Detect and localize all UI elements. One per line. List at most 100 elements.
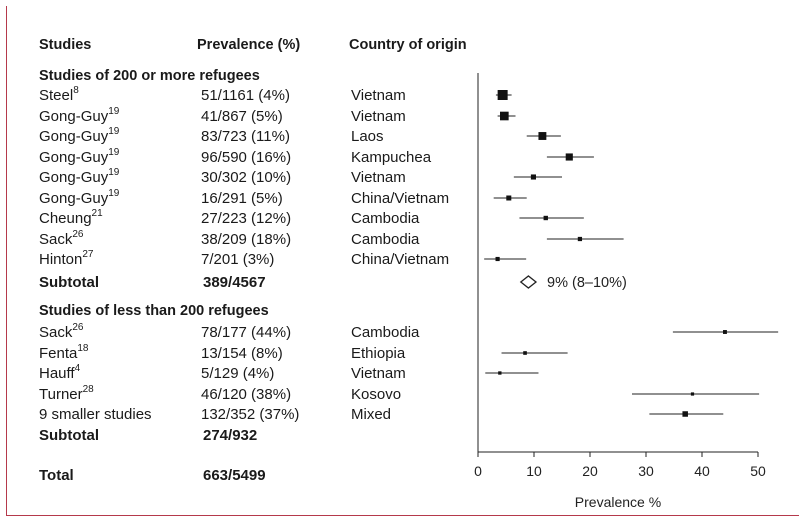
study-name: Gong-Guy19 (39, 167, 120, 187)
country-value: Cambodia (351, 231, 420, 248)
country-value: Ethiopia (351, 345, 406, 362)
prevalence-value: 30/302 (10%) (201, 169, 292, 186)
study-label: Cheung (39, 210, 92, 227)
reference-number: 19 (108, 167, 120, 178)
point-estimate (506, 195, 512, 201)
study-label: Steel (39, 87, 74, 104)
country-value: Vietnam (351, 169, 406, 186)
study-label: Hauff (39, 365, 75, 382)
study-name: Gong-Guy19 (39, 126, 120, 146)
country-value: Vietnam (351, 108, 406, 125)
prevalence-value: 96/590 (16%) (201, 149, 292, 166)
country-value: Kosovo (351, 386, 402, 403)
reference-number: 21 (91, 208, 103, 219)
point-estimate (499, 111, 509, 121)
study-name: Gong-Guy19 (39, 106, 120, 126)
reference-number: 19 (108, 147, 120, 158)
prevalence-value: 83/723 (11%) (201, 128, 290, 145)
reference-number: 27 (82, 249, 94, 260)
study-name: Steel8 (39, 85, 79, 105)
study-name: Hauff4 (39, 363, 81, 383)
study-name: 9 smaller studies (39, 406, 152, 424)
point-estimate (498, 371, 502, 375)
x-tick-label: 30 (638, 463, 654, 479)
reference-number: 19 (108, 126, 120, 137)
pooled-diamond (519, 275, 538, 289)
prevalence-value: 41/867 (5%) (201, 108, 283, 125)
country-value: Cambodia (351, 324, 420, 341)
study-name: Gong-Guy19 (39, 188, 120, 208)
country-value: Vietnam (351, 87, 406, 104)
country-value: China/Vietnam (351, 190, 450, 207)
reference-number: 28 (82, 384, 94, 395)
study-label: Sack (39, 231, 73, 248)
study-label: Turner (39, 386, 83, 403)
x-tick-label: 0 (474, 463, 482, 479)
study-label: 9 smaller studies (39, 406, 152, 423)
point-estimate (543, 215, 548, 221)
point-estimate (497, 90, 508, 100)
study-name: Cheung21 (39, 208, 103, 228)
prevalence-value: 16/291 (5%) (201, 190, 283, 207)
total-value: 663/5499 (203, 467, 266, 484)
prevalence-value: 78/177 (44%) (201, 324, 292, 341)
header-studies: Studies (39, 37, 92, 53)
reference-number: 8 (73, 85, 79, 96)
x-tick-label: 20 (582, 463, 598, 479)
figure-frame (6, 6, 799, 516)
point-estimate (577, 236, 583, 242)
subtotal-value-small: 274/932 (203, 427, 258, 444)
study-label: Hinton (39, 251, 83, 268)
pooled-label: 9% (8–10%) (547, 275, 627, 291)
prevalence-value: 27/223 (12%) (201, 210, 292, 227)
prevalence-value: 38/209 (18%) (201, 231, 292, 248)
subtotal-value-large: 389/4567 (203, 274, 266, 291)
study-name: Sack26 (39, 229, 84, 249)
point-estimate (523, 351, 527, 355)
prevalence-value: 51/1161 (4%) (201, 87, 290, 104)
study-label: Gong-Guy (39, 149, 109, 166)
prevalence-value: 46/120 (38%) (201, 386, 292, 403)
reference-number: 26 (72, 229, 84, 240)
prevalence-value: 13/154 (8%) (201, 345, 283, 362)
x-axis-label: Prevalence % (575, 494, 661, 510)
point-estimate (495, 256, 500, 262)
study-label: Gong-Guy (39, 190, 109, 207)
study-name: Hinton27 (39, 249, 94, 269)
prevalence-value: 132/352 (37%) (201, 406, 300, 423)
point-estimate (538, 132, 547, 140)
study-name: Fenta18 (39, 343, 89, 363)
point-estimate (723, 330, 727, 334)
country-value: China/Vietnam (351, 251, 450, 268)
point-estimate (530, 174, 536, 180)
country-value: Vietnam (351, 365, 406, 382)
header-country: Country of origin (349, 37, 467, 53)
group-title-small: Studies of less than 200 refugees (39, 303, 269, 319)
prevalence-value: 5/129 (4%) (201, 365, 275, 382)
x-tick-label: 50 (750, 463, 766, 479)
point-estimate (682, 411, 688, 417)
point-estimate (690, 392, 695, 396)
reference-number: 19 (108, 106, 120, 117)
point-estimate (565, 153, 573, 161)
x-tick-label: 10 (526, 463, 542, 479)
header-prevalence: Prevalence (%) (197, 37, 301, 53)
group-title-large: Studies of 200 or more refugees (39, 68, 260, 84)
subtotal-label-large: Subtotal (39, 274, 99, 291)
study-label: Sack (39, 324, 73, 341)
study-label: Gong-Guy (39, 108, 109, 125)
reference-number: 26 (72, 322, 84, 333)
country-value: Kampuchea (351, 149, 432, 166)
country-value: Laos (351, 128, 384, 145)
x-tick-label: 40 (694, 463, 710, 479)
study-name: Turner28 (39, 384, 94, 404)
reference-number: 18 (77, 343, 89, 354)
country-value: Mixed (351, 406, 392, 423)
reference-number: 19 (108, 188, 120, 199)
reference-number: 4 (74, 363, 81, 374)
study-label: Gong-Guy (39, 128, 109, 145)
prevalence-value: 7/201 (3%) (201, 251, 275, 268)
total-label: Total (39, 467, 74, 484)
study-name: Gong-Guy19 (39, 147, 120, 167)
